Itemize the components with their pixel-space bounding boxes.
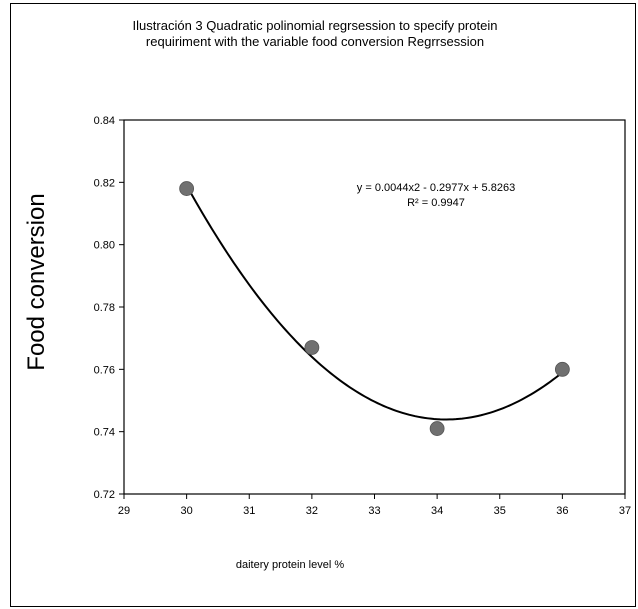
y-tick-label: 0.78 (94, 302, 115, 314)
plot-border (123, 119, 626, 495)
x-axis-title: daitery protein level % (235, 559, 345, 571)
x-tick-label: 32 (306, 505, 318, 517)
x-tick-label: 33 (368, 505, 380, 517)
data-point (304, 340, 320, 355)
chart-frame (10, 3, 636, 607)
x-tick-label: 30 (181, 505, 193, 517)
y-tick-label: 0.74 (94, 427, 115, 439)
data-point (554, 361, 570, 377)
y-tick-label: 0.76 (94, 364, 115, 376)
trendline-r-squared: R² = 0.9947 (407, 197, 465, 209)
data-point (179, 181, 195, 196)
x-tick-label: 34 (431, 505, 443, 517)
x-tick-label: 31 (243, 505, 255, 517)
x-tick-label: 29 (118, 505, 130, 517)
x-tick-label: 35 (494, 505, 506, 517)
x-tick-label: 37 (619, 505, 631, 517)
data-point (429, 421, 445, 436)
chart-title: Ilustración 3 Quadratic polinomial regrs… (80, 18, 550, 50)
chart-title-line-2: requiriment with the variable food conve… (145, 34, 485, 49)
y-tick-label: 0.84 (94, 115, 115, 127)
x-tick-label: 36 (556, 505, 568, 517)
chart-title-line-1: Ilustración 3 Quadratic polinomial regrs… (132, 18, 498, 33)
y-tick-label: 0.82 (94, 177, 115, 189)
y-tick-label: 0.80 (94, 240, 115, 252)
y-tick-label: 0.72 (94, 489, 115, 501)
trendline (185, 184, 564, 421)
trendline-equation: y = 0.0044x2 - 0.2977x + 5.8263 (357, 182, 515, 194)
